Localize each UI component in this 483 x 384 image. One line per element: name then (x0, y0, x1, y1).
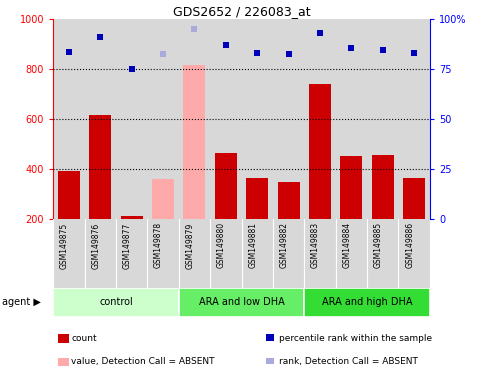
Title: GDS2652 / 226083_at: GDS2652 / 226083_at (173, 5, 310, 18)
Bar (278, 182, 299, 219)
Bar (403, 178, 425, 219)
Text: agent ▶: agent ▶ (2, 297, 41, 308)
Bar (246, 179, 268, 219)
Text: GSM149882: GSM149882 (280, 222, 289, 268)
Text: percentile rank within the sample: percentile rank within the sample (279, 334, 432, 343)
Point (411, 50, 418, 56)
Text: GSM149877: GSM149877 (123, 222, 131, 268)
Point (348, 45, 355, 51)
Bar (179, 288, 304, 317)
Bar (341, 157, 362, 219)
Bar (372, 155, 394, 219)
Text: GSM149876: GSM149876 (91, 222, 100, 268)
Text: control: control (99, 297, 133, 308)
Bar (89, 115, 111, 219)
Point (379, 46, 387, 53)
Text: GSM149878: GSM149878 (154, 222, 163, 268)
Bar (53, 288, 179, 317)
Text: GSM149884: GSM149884 (342, 222, 352, 268)
Bar (304, 288, 430, 317)
Text: rank, Detection Call = ABSENT: rank, Detection Call = ABSENT (279, 357, 418, 366)
Text: ARA and low DHA: ARA and low DHA (199, 297, 284, 308)
Point (97, 34, 104, 40)
Text: GSM149883: GSM149883 (311, 222, 320, 268)
Bar (152, 179, 174, 219)
Bar (215, 154, 237, 219)
Point (253, 50, 261, 56)
Text: GSM149879: GSM149879 (185, 222, 194, 268)
Text: GSM149881: GSM149881 (248, 222, 257, 268)
Text: GSM149880: GSM149880 (217, 222, 226, 268)
Text: count: count (71, 334, 97, 343)
Point (65, 49, 73, 55)
Bar (58, 172, 80, 219)
Text: GSM149885: GSM149885 (374, 222, 383, 268)
Bar (184, 65, 205, 219)
Text: GSM149886: GSM149886 (405, 222, 414, 268)
Point (159, 51, 167, 57)
Bar (309, 84, 331, 219)
Point (222, 42, 230, 48)
Point (128, 66, 135, 72)
Point (285, 50, 293, 56)
Text: ARA and high DHA: ARA and high DHA (322, 297, 412, 308)
Point (191, 26, 199, 32)
Bar (121, 217, 142, 219)
Text: value, Detection Call = ABSENT: value, Detection Call = ABSENT (71, 357, 215, 366)
Text: GSM149875: GSM149875 (60, 222, 69, 268)
Point (316, 30, 324, 36)
